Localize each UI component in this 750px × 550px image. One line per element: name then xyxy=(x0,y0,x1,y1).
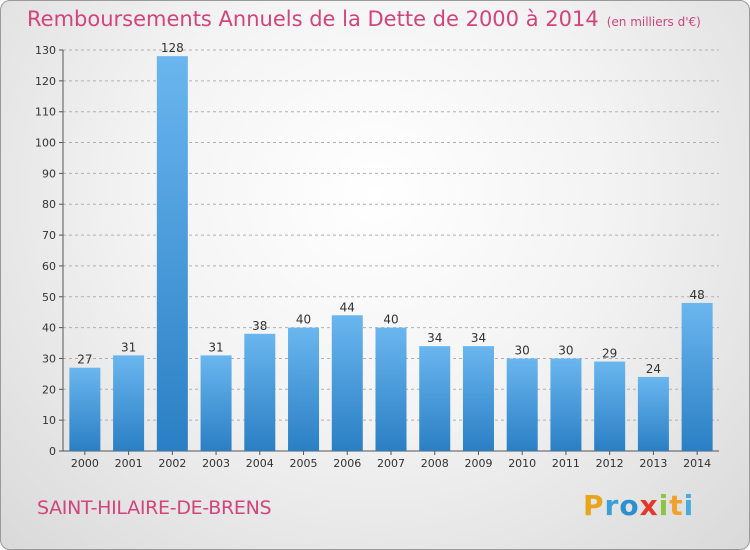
bar-value-label: 29 xyxy=(602,347,617,361)
bar xyxy=(113,355,145,451)
bar xyxy=(681,302,713,451)
y-tick-label: 70 xyxy=(42,229,56,242)
commune-name: SAINT-HILAIRE-DE-BRENS xyxy=(37,497,272,519)
chart-subtitle: (en milliers d'€) xyxy=(606,15,701,29)
x-tick-label: 2011 xyxy=(552,457,580,470)
bar xyxy=(288,327,320,451)
bar-value-label: 27 xyxy=(77,353,92,367)
bar xyxy=(419,346,451,451)
bar-value-label: 34 xyxy=(471,331,486,345)
x-tick-label: 2013 xyxy=(639,457,667,470)
x-tick-label: 2007 xyxy=(377,457,405,470)
bar-value-label: 38 xyxy=(252,319,267,333)
y-tick-label: 130 xyxy=(35,44,56,57)
bar xyxy=(156,56,188,452)
chart-title-text: Remboursements Annuels de la Dette de 20… xyxy=(27,7,599,31)
bar xyxy=(200,355,232,451)
y-tick-label: 120 xyxy=(35,75,56,88)
x-tick-label: 2010 xyxy=(508,457,536,470)
bar xyxy=(506,358,538,451)
bar xyxy=(375,327,407,451)
bar-value-label: 24 xyxy=(646,362,661,376)
logo-letter: P xyxy=(583,489,605,522)
x-tick-label: 2012 xyxy=(596,457,624,470)
x-tick-label: 2008 xyxy=(421,457,449,470)
chart-title: Remboursements Annuels de la Dette de 20… xyxy=(27,7,701,31)
bar-value-label: 34 xyxy=(427,331,442,345)
bar xyxy=(69,367,101,451)
y-tick-label: 100 xyxy=(35,137,56,150)
bar-value-label: 44 xyxy=(340,300,355,314)
bar xyxy=(550,358,582,451)
bar xyxy=(244,333,276,451)
logo-letter: x xyxy=(639,489,659,522)
x-tick-label: 2009 xyxy=(464,457,492,470)
y-tick-label: 90 xyxy=(42,167,56,180)
bar-value-label: 30 xyxy=(558,343,573,357)
bar-value-label: 40 xyxy=(296,313,311,327)
bar xyxy=(462,346,494,451)
bar xyxy=(331,315,363,451)
logo-letter: r xyxy=(604,489,620,522)
y-tick-label: 30 xyxy=(42,352,56,365)
y-tick-label: 0 xyxy=(49,445,56,458)
y-tick-label: 110 xyxy=(35,106,56,119)
logo-letter: i xyxy=(683,489,695,522)
y-tick-label: 20 xyxy=(42,383,56,396)
bar-value-label: 48 xyxy=(689,288,704,302)
bar-value-label: 31 xyxy=(208,340,223,354)
x-tick-label: 2014 xyxy=(683,457,711,470)
x-tick-label: 2000 xyxy=(71,457,99,470)
y-tick-label: 60 xyxy=(42,260,56,273)
bar-value-label: 40 xyxy=(383,313,398,327)
x-tick-label: 2004 xyxy=(246,457,274,470)
x-tick-label: 2001 xyxy=(115,457,143,470)
logo-letter: t xyxy=(669,489,684,522)
bar xyxy=(594,361,626,451)
x-tick-label: 2003 xyxy=(202,457,230,470)
y-tick-label: 10 xyxy=(42,414,56,427)
bar-value-label: 128 xyxy=(161,41,184,55)
bar-value-label: 30 xyxy=(515,343,530,357)
x-tick-label: 2005 xyxy=(290,457,318,470)
x-tick-label: 2002 xyxy=(158,457,186,470)
y-tick-label: 80 xyxy=(42,198,56,211)
logo-letter: i xyxy=(658,489,670,522)
y-tick-label: 40 xyxy=(42,322,56,335)
proxiti-logo: Proxiti xyxy=(583,489,694,522)
x-tick-label: 2006 xyxy=(333,457,361,470)
y-tick-label: 50 xyxy=(42,291,56,304)
logo-letter: o xyxy=(619,489,640,522)
bar xyxy=(637,376,669,451)
bar-value-label: 31 xyxy=(121,340,136,354)
